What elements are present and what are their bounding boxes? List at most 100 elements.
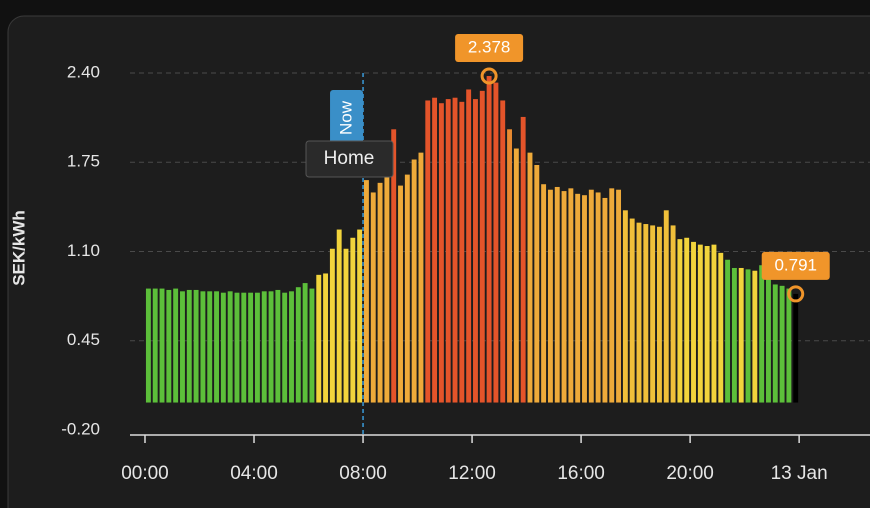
bar: [486, 76, 492, 403]
bar: [432, 97, 438, 403]
y-tick-label: 2.40: [67, 62, 100, 81]
bar: [697, 244, 703, 403]
value-label-box: [761, 251, 830, 280]
bar: [636, 222, 642, 403]
bar: [731, 267, 737, 403]
bar: [541, 184, 547, 403]
value-label: 0.791: [774, 255, 817, 274]
bar: [152, 288, 158, 403]
x-tick-label: 00:00: [121, 463, 169, 484]
bar: [493, 82, 499, 403]
bar: [452, 97, 458, 403]
bar: [670, 225, 676, 403]
value-label-box: [455, 34, 524, 63]
bar: [466, 89, 472, 403]
bar: [643, 224, 649, 403]
bar: [384, 174, 390, 403]
bar: [711, 244, 717, 403]
bar: [425, 100, 431, 403]
bar: [302, 283, 308, 403]
y-tick-label: 1.75: [67, 152, 100, 171]
bar: [282, 292, 288, 403]
bar: [704, 246, 710, 403]
bar: [507, 129, 512, 403]
bar: [500, 100, 506, 403]
x-tick-label: 04:00: [230, 463, 278, 484]
bar: [275, 289, 281, 403]
bar: [145, 288, 151, 403]
bar: [268, 291, 274, 403]
y-tick-label: -0.20: [61, 419, 100, 438]
bar: [234, 292, 240, 403]
bar: [411, 159, 417, 403]
bar: [391, 129, 397, 403]
bar: [398, 185, 403, 403]
bar: [186, 289, 192, 403]
bar: [227, 291, 233, 403]
bar: [772, 284, 778, 403]
bar: [254, 292, 260, 403]
bar: [752, 270, 758, 403]
bar: [677, 239, 683, 403]
bar: [193, 289, 199, 403]
bar: [513, 148, 519, 403]
bar: [404, 174, 410, 403]
tooltip-box: [305, 140, 394, 178]
bar: [214, 291, 219, 403]
bar: [616, 189, 622, 403]
bar: [547, 189, 553, 403]
bar: [159, 288, 165, 403]
bar: [459, 101, 465, 403]
bar: [582, 195, 587, 403]
bar: [445, 99, 451, 403]
bar: [336, 229, 342, 403]
bar: [786, 288, 792, 403]
bar: [248, 292, 254, 403]
bar: [363, 180, 369, 403]
bar: [329, 248, 335, 403]
bar: [745, 269, 751, 403]
bar: [738, 267, 744, 403]
bar: [554, 186, 560, 403]
bar: [793, 293, 799, 403]
bar: [561, 191, 567, 403]
bar: [180, 291, 185, 403]
bar: [357, 229, 363, 403]
bar: [207, 291, 213, 403]
bar: [684, 237, 690, 403]
value-label: 2.378: [468, 38, 511, 57]
tooltip-text: Home: [324, 148, 375, 169]
bar: [350, 237, 356, 403]
bar: [289, 291, 294, 403]
bar: [438, 103, 444, 403]
x-tick-label: 12:00: [448, 463, 496, 484]
bar: [595, 192, 601, 403]
bar: [343, 248, 349, 403]
x-tick-label: 16:00: [557, 463, 605, 484]
now-label: Now: [337, 100, 356, 135]
x-tick-label: 08:00: [339, 463, 387, 484]
bar: [241, 292, 247, 403]
bar: [725, 259, 731, 403]
x-tick-label: 13 Jan: [771, 463, 828, 484]
bar: [759, 265, 765, 403]
bar: [418, 152, 424, 403]
bar: [588, 189, 594, 403]
bar: [295, 287, 301, 403]
bar: [534, 164, 540, 403]
bar: [568, 188, 574, 403]
value-marker: [787, 285, 805, 303]
bar: [173, 288, 179, 403]
bar: [650, 225, 656, 403]
now-badge: [330, 90, 364, 146]
bar: [323, 273, 329, 403]
bar: [261, 291, 267, 403]
bar: [316, 274, 322, 403]
bar: [622, 210, 628, 403]
bar: [309, 288, 315, 403]
bar: [656, 226, 662, 403]
x-tick-label: 20:00: [666, 463, 714, 484]
y-tick-label: 0.45: [67, 330, 100, 349]
bar: [370, 192, 376, 403]
bar: [766, 273, 771, 403]
